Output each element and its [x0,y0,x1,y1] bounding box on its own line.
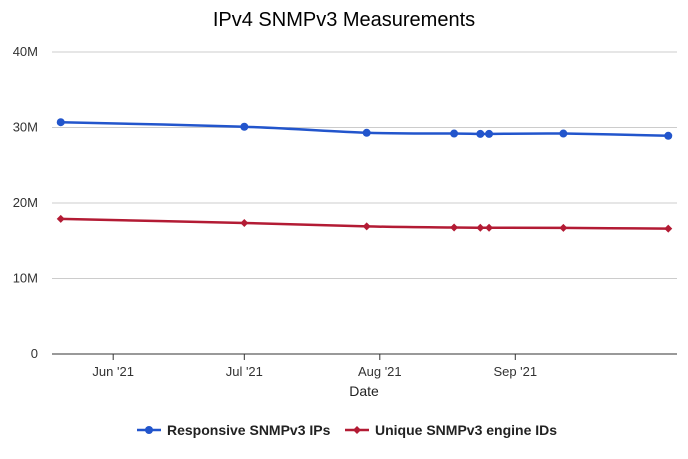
legend-marker [145,426,153,434]
legend: Responsive SNMPv3 IPs Unique SNMPv3 engin… [137,422,557,438]
data-point [559,223,568,232]
chart-title: IPv4 SNMPv3 Measurements [213,9,475,31]
y-tick-label: 30M [13,120,38,135]
data-point [56,214,65,223]
legend-item: Responsive SNMPv3 IPs [137,422,331,438]
y-tick-label: 20M [13,195,38,210]
x-tick-label: Jul '21 [226,364,263,379]
y-tick-label: 0 [31,346,38,361]
data-point [485,129,494,138]
x-axis-ticks: Jun '21 Jul '21 Aug '21 Sep '21 [92,364,537,379]
x-tick-label: Aug '21 [358,364,402,379]
series-responsive-snmpv3-ips [56,118,673,140]
series-layer [56,118,673,233]
grid-layer [52,51,677,360]
legend-item: Unique SNMPv3 engine IDs [345,422,557,438]
data-point [240,219,249,228]
data-point [362,128,371,137]
legend-label: Responsive SNMPv3 IPs [167,422,331,438]
legend-label: Unique SNMPv3 engine IDs [375,422,557,438]
data-point [362,222,371,231]
data-point [559,129,568,138]
x-tick-label: Jun '21 [92,364,134,379]
y-tick-label: 10M [13,271,38,286]
data-point [476,223,485,232]
data-point [450,129,459,138]
data-point [664,131,673,140]
data-point [240,122,249,131]
x-tick-label: Sep '21 [493,364,537,379]
y-axis-ticks: 0 10M 20M 30M 40M [13,44,38,361]
data-point [476,129,485,138]
series-unique-snmpv3-engine-ids [56,214,673,233]
data-point [664,224,673,233]
data-point [485,223,494,232]
data-point [56,118,65,127]
legend-marker [353,426,361,434]
data-point [450,223,459,232]
x-axis-label: Date [349,383,379,399]
y-tick-label: 40M [13,44,38,59]
